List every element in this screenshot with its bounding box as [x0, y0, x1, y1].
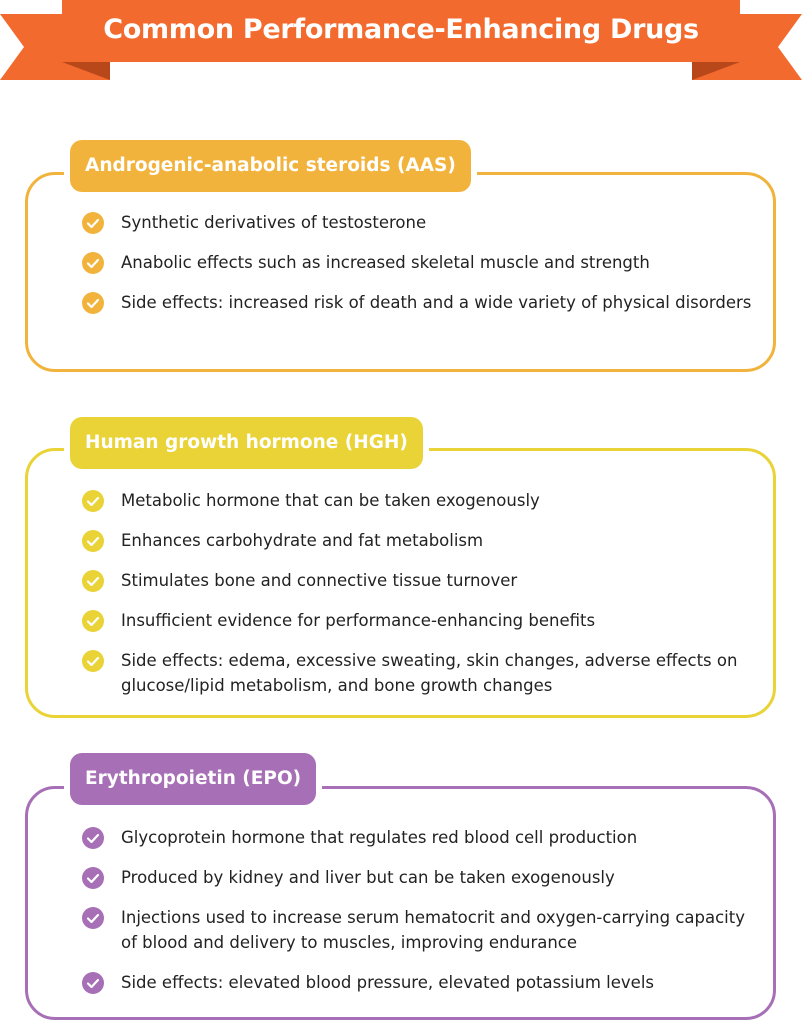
- item: Side effects: edema, excessive sweating,…: [82, 648, 758, 698]
- item: Enhances carbohydrate and fat metabolism: [82, 528, 758, 553]
- check-icon: [82, 609, 104, 632]
- check-icon: [82, 211, 104, 234]
- ribbon: [62, 0, 740, 62]
- item-text: Side effects: increased risk of death an…: [121, 293, 752, 312]
- section-box: [25, 786, 776, 1020]
- title: Common Performance-Enhancing Drugs: [103, 14, 699, 45]
- item-text: Metabolic hormone that can be taken exog…: [121, 491, 540, 510]
- ribbon-fold: [62, 62, 110, 80]
- check-icon: [82, 866, 104, 889]
- check-icon: [82, 826, 104, 849]
- item-text: Anabolic effects such as increased skele…: [121, 253, 650, 272]
- section-heading: Erythropoietin (EPO): [70, 753, 317, 805]
- ribbon-fold: [692, 62, 740, 80]
- section-heading: Androgenic-anabolic steroids (AAS): [70, 140, 471, 192]
- item: Metabolic hormone that can be taken exog…: [82, 488, 758, 513]
- section: Erythropoietin (EPO) Glycoprotein hormon…: [25, 753, 776, 1020]
- item: Side effects: elevated blood pressure, e…: [82, 970, 758, 995]
- check-icon: [82, 971, 104, 994]
- item-list: Glycoprotein hormone that regulates red …: [82, 825, 758, 1010]
- item-text: Side effects: elevated blood pressure, e…: [121, 973, 655, 992]
- item: Glycoprotein hormone that regulates red …: [82, 825, 758, 850]
- item-text: Insufficient evidence for performance-en…: [121, 611, 596, 630]
- item: Insufficient evidence for performance-en…: [82, 608, 758, 633]
- item: Injections used to increase serum hemato…: [82, 905, 758, 955]
- item-text: Enhances carbohydrate and fat metabolism: [121, 531, 484, 550]
- item-text: Injections used to increase serum hemato…: [121, 908, 746, 952]
- check-icon: [82, 906, 104, 929]
- item-text: Side effects: edema, excessive sweating,…: [121, 651, 738, 695]
- section: Androgenic-anabolic steroids (AAS) Synth…: [25, 140, 776, 372]
- item: Synthetic derivatives of testosterone: [82, 210, 758, 235]
- item-text: Stimulates bone and connective tissue tu…: [121, 571, 518, 590]
- item: Produced by kidney and liver but can be …: [82, 865, 758, 890]
- section-heading: Human growth hormone (HGH): [70, 417, 423, 469]
- check-icon: [82, 529, 104, 552]
- item-text: Glycoprotein hormone that regulates red …: [121, 828, 638, 847]
- check-icon: [82, 649, 104, 672]
- check-icon: [82, 569, 104, 592]
- title-banner: [0, 0, 802, 80]
- item: Side effects: increased risk of death an…: [82, 290, 758, 315]
- check-icon: [82, 291, 104, 314]
- item-text: Produced by kidney and liver but can be …: [121, 868, 615, 887]
- item: Stimulates bone and connective tissue tu…: [82, 568, 758, 593]
- item: Anabolic effects such as increased skele…: [82, 250, 758, 275]
- item-text: Synthetic derivatives of testosterone: [121, 213, 427, 232]
- check-icon: [82, 489, 104, 512]
- check-icon: [82, 251, 104, 274]
- item-list: Metabolic hormone that can be taken exog…: [82, 488, 758, 713]
- section: Human growth hormone (HGH) Metabolic hor…: [25, 417, 776, 718]
- item-list: Synthetic derivatives of testosterone Ana…: [82, 210, 758, 330]
